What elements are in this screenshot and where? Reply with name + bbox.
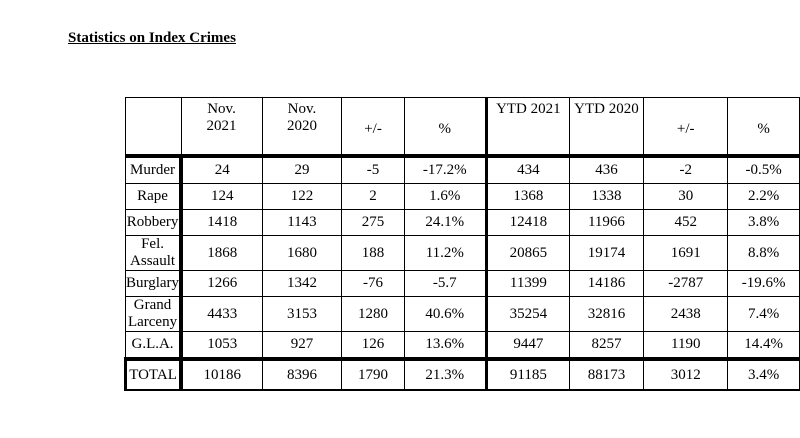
column-header: Nov. 2021: [180, 97, 263, 157]
table-cell: 11.2%: [403, 235, 489, 271]
header-row: Nov. 2021 Nov. 2020 +/- % YTD 2021 YTD 202…: [125, 97, 800, 157]
row-label: Robbery: [125, 209, 184, 236]
table-cell: 1680: [261, 235, 343, 271]
table-row: Grand Larceny 4433 3153 1280 40.6% 35254…: [125, 296, 800, 332]
table-cell: 436: [568, 154, 645, 184]
table-cell: 20865: [486, 235, 570, 271]
table-cell: 14186: [568, 270, 645, 297]
table-cell: 32816: [568, 296, 645, 332]
total-label: TOTAL: [124, 357, 184, 391]
table-cell: 1418: [180, 209, 263, 236]
total-row: TOTAL 10186 8396 1790 21.3% 91185 88173 …: [124, 357, 800, 391]
table-cell: 1790: [341, 357, 405, 391]
row-label: Rape: [125, 183, 184, 210]
table-cell: -76: [341, 270, 405, 297]
row-label: Grand Larceny: [125, 296, 184, 332]
table-cell: -17.2%: [403, 154, 489, 184]
table-cell: 126: [341, 331, 405, 360]
row-label: G.L.A.: [125, 331, 184, 360]
column-header: Nov. 2020: [261, 97, 343, 157]
table-cell: 122: [261, 183, 343, 210]
page-title: Statistics on Index Crimes: [68, 30, 236, 46]
table-cell: 1.6%: [403, 183, 489, 210]
table-cell: 434: [486, 154, 570, 184]
table-cell: 40.6%: [403, 296, 489, 332]
table-cell: 452: [643, 209, 729, 236]
table-cell: 8.8%: [727, 235, 800, 271]
row-label: Murder: [125, 154, 184, 184]
table-cell: 3012: [643, 357, 729, 391]
column-header: %: [727, 97, 800, 157]
corner-cell: [125, 97, 182, 157]
column-header: %: [403, 97, 489, 157]
table-cell: 1190: [643, 331, 729, 360]
table-row: G.L.A. 1053 927 126 13.6% 9447 8257 1190…: [125, 331, 800, 360]
column-header: YTD 2020: [568, 97, 645, 157]
table-cell: 30: [643, 183, 729, 210]
table-cell: 8257: [568, 331, 645, 360]
table-cell: -5: [341, 154, 405, 184]
table-cell: 12418: [486, 209, 570, 236]
table-cell: 2.2%: [727, 183, 800, 210]
table-cell: 11966: [568, 209, 645, 236]
table-row: Murder 24 29 -5 -17.2% 434 436 -2 -0.5%: [125, 154, 800, 184]
table-cell: 14.4%: [727, 331, 800, 360]
table-row: Fel. Assault 1868 1680 188 11.2% 20865 1…: [125, 235, 800, 271]
table-cell: -5.7: [403, 270, 489, 297]
table-cell: -2787: [643, 270, 729, 297]
table-cell: 24: [180, 154, 263, 184]
table-cell: 3.4%: [727, 357, 800, 391]
table-cell: 1143: [261, 209, 343, 236]
row-label: Fel. Assault: [125, 235, 184, 271]
table-cell: 35254: [486, 296, 570, 332]
table-cell: 8396: [261, 357, 343, 391]
table-cell: 3153: [261, 296, 343, 332]
table-cell: 275: [341, 209, 405, 236]
table-cell: 927: [261, 331, 343, 360]
column-header: +/-: [341, 97, 405, 157]
table-cell: 11399: [486, 270, 570, 297]
table-cell: 1368: [486, 183, 570, 210]
table-row: Rape 124 122 2 1.6% 1368 1338 30 2.2%: [125, 183, 800, 210]
table-cell: 188: [341, 235, 405, 271]
table-cell: 10186: [180, 357, 263, 391]
table-cell: 1280: [341, 296, 405, 332]
table-row: Burglary 1266 1342 -76 -5.7 11399 14186 …: [125, 270, 800, 297]
table-cell: 21.3%: [403, 357, 489, 391]
table-cell: 4433: [180, 296, 263, 332]
table-cell: -0.5%: [727, 154, 800, 184]
table-cell: 24.1%: [403, 209, 489, 236]
table-cell: 7.4%: [727, 296, 800, 332]
column-header: +/-: [643, 97, 729, 157]
table-cell: 88173: [568, 357, 645, 391]
table-cell: 2: [341, 183, 405, 210]
column-header: YTD 2021: [486, 97, 570, 157]
table-cell: -2: [643, 154, 729, 184]
table-row: Robbery 1418 1143 275 24.1% 12418 11966 …: [125, 209, 800, 236]
table-cell: 1338: [568, 183, 645, 210]
table-cell: 91185: [486, 357, 570, 391]
table-cell: 124: [180, 183, 263, 210]
table-cell: 1342: [261, 270, 343, 297]
table-cell: 1053: [180, 331, 263, 360]
table-cell: 1868: [180, 235, 263, 271]
row-label: Burglary: [125, 270, 184, 297]
table-cell: 13.6%: [403, 331, 489, 360]
table-cell: 9447: [486, 331, 570, 360]
table-cell: -19.6%: [727, 270, 800, 297]
index-crimes-table: Nov. 2021 Nov. 2020 +/- % YTD 2021 YTD 202…: [124, 97, 800, 391]
table-cell: 19174: [568, 235, 645, 271]
table-cell: 1691: [643, 235, 729, 271]
table-cell: 2438: [643, 296, 729, 332]
table-cell: 1266: [180, 270, 263, 297]
table-cell: 3.8%: [727, 209, 800, 236]
table-cell: 29: [261, 154, 343, 184]
